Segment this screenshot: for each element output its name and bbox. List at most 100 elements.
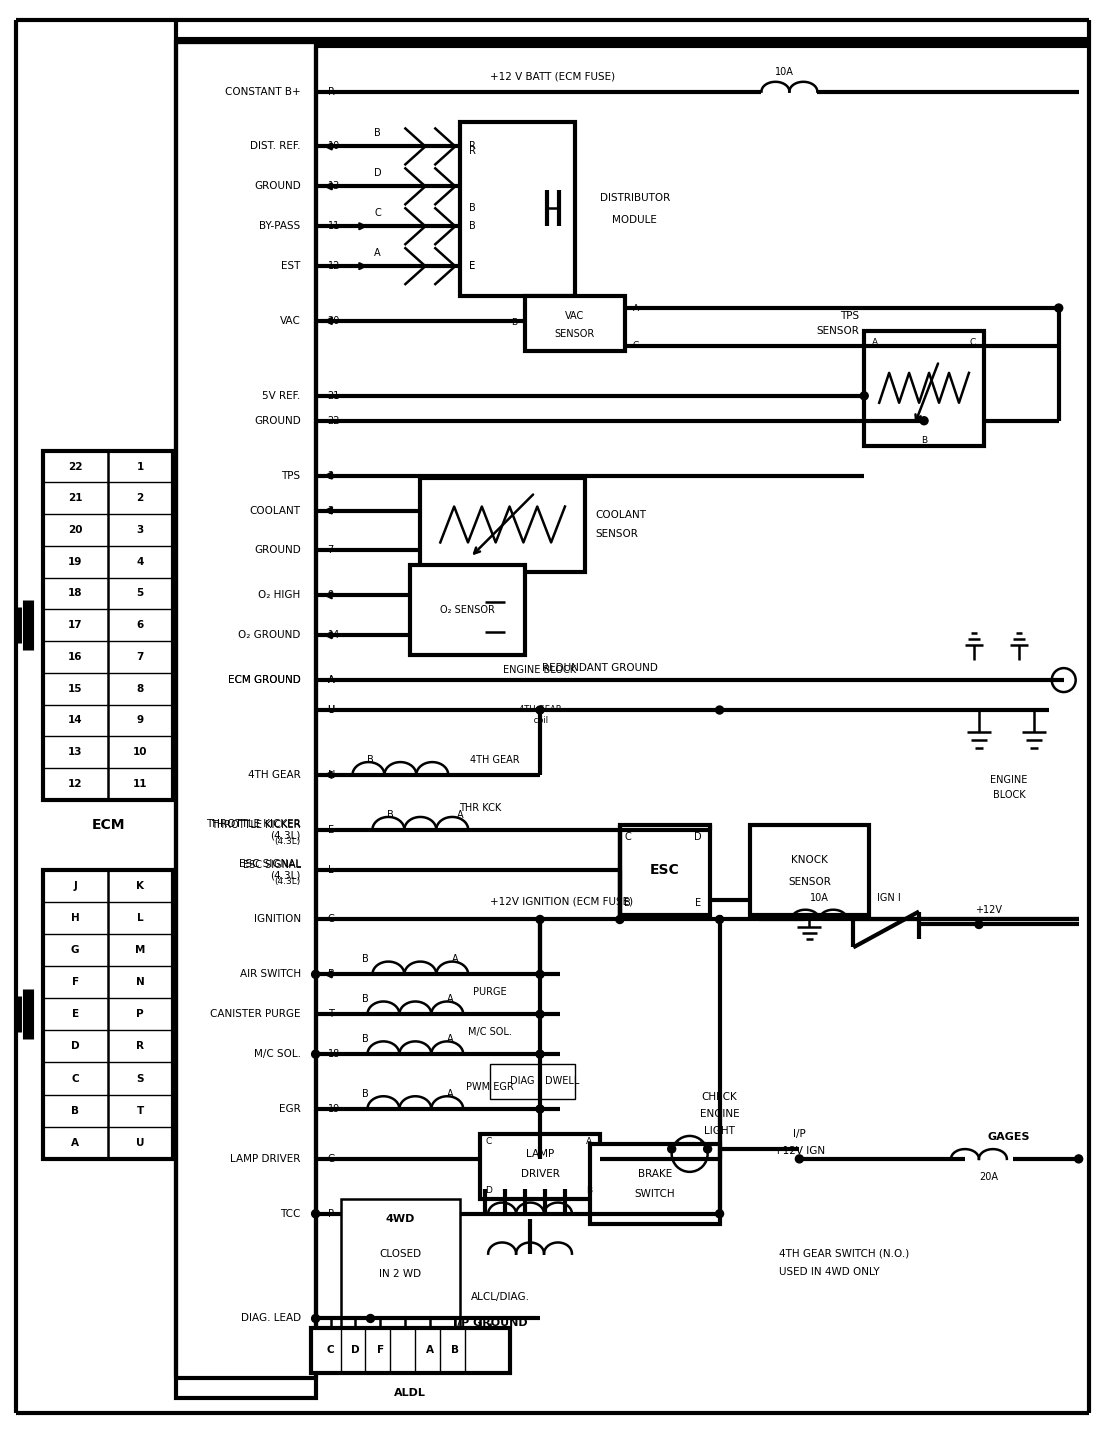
Text: GAGES: GAGES	[988, 1132, 1030, 1142]
Text: 10: 10	[132, 747, 147, 757]
Circle shape	[715, 1209, 723, 1218]
Text: LIGHT: LIGHT	[704, 1126, 735, 1136]
Text: THROTTLE KICKER: THROTTLE KICKER	[211, 820, 300, 830]
Text: BLOCK: BLOCK	[992, 790, 1026, 800]
Text: C: C	[969, 338, 976, 347]
Text: LAMP: LAMP	[526, 1149, 554, 1159]
Text: 18: 18	[68, 589, 83, 599]
Text: K: K	[136, 881, 144, 891]
Text: J: J	[73, 881, 77, 891]
Circle shape	[311, 970, 319, 979]
Text: DRIVER: DRIVER	[521, 1169, 560, 1179]
Text: U: U	[136, 1138, 145, 1148]
Text: THR KCK: THR KCK	[459, 802, 501, 813]
Text: 11: 11	[132, 780, 147, 790]
Bar	[490, 1065, 575, 1099]
Bar	[480, 1134, 599, 1199]
Text: IGN I: IGN I	[878, 893, 901, 903]
Text: C: C	[328, 914, 335, 924]
Text: ENGINE: ENGINE	[700, 1109, 740, 1119]
Text: ALDL: ALDL	[394, 1389, 426, 1399]
Text: E: E	[328, 825, 333, 834]
Text: COOLANT: COOLANT	[250, 506, 300, 516]
Bar	[43, 450, 173, 800]
Text: A: A	[328, 675, 335, 685]
Text: R: R	[469, 142, 476, 152]
Text: 7: 7	[137, 652, 144, 662]
Circle shape	[311, 1209, 319, 1218]
Text: M: M	[135, 944, 146, 954]
Text: REDUNDANT GROUND: REDUNDANT GROUND	[542, 663, 658, 674]
Text: +12V IGN: +12V IGN	[774, 1146, 825, 1156]
Text: 16: 16	[68, 652, 83, 662]
Text: IN 2 WD: IN 2 WD	[380, 1268, 422, 1278]
Text: E: E	[469, 261, 475, 271]
Text: S: S	[136, 1073, 144, 1083]
Text: TPS: TPS	[282, 470, 300, 480]
Circle shape	[537, 706, 544, 714]
Text: 4TH GEAR
 coil: 4TH GEAR coil	[519, 705, 561, 725]
Text: THROTTLE KICKER
(4.3L): THROTTLE KICKER (4.3L)	[205, 818, 300, 841]
Text: G: G	[328, 1154, 336, 1164]
Text: I/P GROUND: I/P GROUND	[453, 1318, 528, 1328]
Text: 21: 21	[328, 391, 340, 401]
Text: H: H	[71, 913, 79, 923]
Text: L: L	[328, 864, 333, 874]
Text: I/P: I/P	[793, 1129, 806, 1139]
Text: ECM GROUND: ECM GROUND	[227, 675, 300, 685]
Bar	[590, 1144, 720, 1224]
Text: B: B	[362, 1035, 369, 1045]
Text: KNOCK: KNOCK	[790, 854, 828, 864]
Text: COOLANT: COOLANT	[595, 510, 646, 520]
Circle shape	[860, 391, 868, 400]
Circle shape	[703, 1145, 712, 1154]
Circle shape	[537, 970, 544, 979]
Text: BY-PASS: BY-PASS	[259, 221, 300, 231]
Text: 5: 5	[137, 589, 144, 599]
Text: ESC SIGNAL
(4.3L): ESC SIGNAL (4.3L)	[238, 858, 300, 880]
Text: 20: 20	[68, 524, 83, 535]
Text: R: R	[136, 1042, 144, 1052]
Text: 19: 19	[68, 557, 83, 567]
Text: 13: 13	[328, 182, 340, 192]
Text: 4: 4	[137, 557, 144, 567]
Text: ALCL/DIAG.: ALCL/DIAG.	[470, 1291, 530, 1301]
Text: 4TH GEAR SWITCH (N.O.): 4TH GEAR SWITCH (N.O.)	[779, 1248, 910, 1258]
Text: F: F	[72, 977, 78, 987]
Text: 21: 21	[68, 493, 83, 503]
Text: 2: 2	[137, 493, 144, 503]
Bar	[43, 870, 173, 1159]
Text: P: P	[328, 1209, 333, 1218]
Text: DIAG: DIAG	[510, 1076, 534, 1086]
Text: ECM: ECM	[92, 818, 125, 831]
Circle shape	[715, 706, 723, 714]
Bar	[526, 297, 625, 351]
Text: PWM EGR: PWM EGR	[466, 1082, 514, 1092]
Text: GROUND: GROUND	[254, 182, 300, 192]
Text: N: N	[136, 977, 145, 987]
Text: D: D	[351, 1346, 360, 1356]
Text: 22: 22	[328, 416, 340, 426]
Text: USED IN 4WD ONLY: USED IN 4WD ONLY	[779, 1267, 880, 1277]
Text: M/C SOL.: M/C SOL.	[468, 1027, 512, 1037]
Text: U: U	[328, 705, 335, 715]
Text: 20: 20	[328, 317, 340, 325]
Text: 5V REF.: 5V REF.	[263, 391, 300, 401]
Circle shape	[616, 916, 624, 923]
Circle shape	[537, 1050, 544, 1058]
Text: SENSOR: SENSOR	[788, 877, 831, 887]
Bar	[176, 42, 316, 1399]
Text: CANISTER PURGE: CANISTER PURGE	[210, 1009, 300, 1019]
Text: IGNITION: IGNITION	[254, 914, 300, 924]
Text: A: A	[586, 1138, 592, 1146]
Polygon shape	[485, 622, 506, 632]
Bar	[750, 825, 869, 914]
Circle shape	[537, 916, 544, 923]
Text: 17: 17	[67, 620, 83, 631]
Text: N: N	[328, 770, 335, 780]
Circle shape	[668, 1145, 676, 1154]
Text: 12: 12	[68, 780, 83, 790]
Circle shape	[537, 1105, 544, 1113]
Text: B: B	[511, 318, 517, 328]
Polygon shape	[485, 592, 506, 602]
